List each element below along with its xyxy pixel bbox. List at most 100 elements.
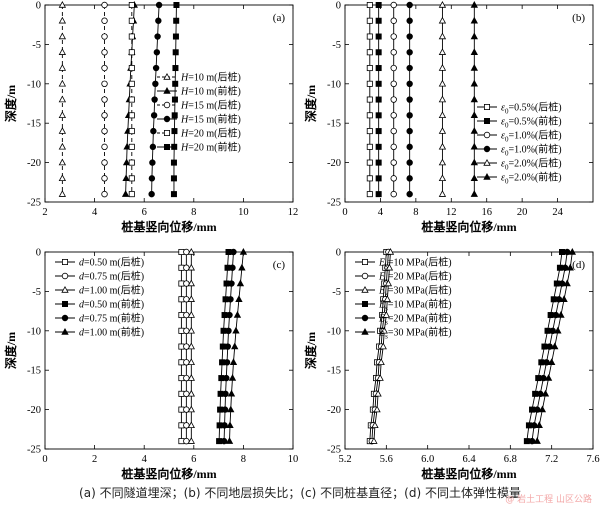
- data-point: [373, 405, 381, 413]
- series-4: [528, 248, 571, 445]
- data-point: [529, 406, 536, 413]
- data-point: [470, 127, 478, 134]
- legend-marker: [163, 86, 171, 94]
- data-point: [390, 159, 397, 166]
- plot-frame: [344, 4, 594, 203]
- legend-label: Es=30 MPa(前桩): [378, 326, 452, 341]
- legend-label: d=0.50 m(前桩): [79, 298, 144, 311]
- legend-label: Es=20 MPa(后桩): [378, 270, 452, 285]
- data-point: [187, 279, 195, 287]
- legend-label: H=15 m(前桩): [180, 113, 241, 126]
- data-point: [438, 127, 447, 134]
- x-tick-label: 20: [517, 207, 528, 218]
- data-point: [390, 190, 397, 198]
- legend-label: H=20 m(后桩): [180, 127, 241, 140]
- y-tick-label: -25: [327, 198, 341, 209]
- legend: Es=10 MPa(后桩)Es=20 MPa(后桩)Es=30 MPa(后桩)E…: [355, 256, 452, 341]
- data-point: [366, 80, 373, 87]
- legend-marker: [163, 101, 171, 109]
- data-point: [390, 127, 397, 135]
- data-point: [227, 389, 236, 397]
- data-point: [153, 49, 161, 56]
- legend-label: d=0.75 m(后桩): [79, 270, 144, 283]
- legend-marker: [361, 285, 369, 293]
- legend-marker: [61, 272, 69, 280]
- data-point: [390, 143, 397, 151]
- x-tick-label: 10: [288, 454, 299, 465]
- data-point: [366, 65, 373, 72]
- data-point: [561, 264, 569, 271]
- data-point: [58, 32, 67, 40]
- legend: H=10 m(后桩)H=10 m(前桩)H=15 m(后桩)H=15 m(前桩)…: [157, 71, 241, 154]
- data-point: [224, 343, 231, 350]
- data-point: [543, 359, 550, 366]
- data-point: [366, 191, 373, 198]
- data-point: [438, 48, 447, 55]
- figure-caption: (a) 不同隧道埋深；(b) 不同地层损失比；(c) 不同桩基直径；(d) 不同…: [79, 486, 521, 500]
- data-point: [151, 96, 158, 103]
- series-5: [170, 2, 180, 198]
- data-point: [390, 112, 397, 119]
- series-1: [183, 248, 190, 445]
- y-tick-label: -15: [27, 366, 41, 377]
- legend-marker: [62, 300, 69, 307]
- data-point: [171, 128, 178, 135]
- data-point: [551, 342, 559, 350]
- data-point: [187, 405, 195, 413]
- data-point: [226, 421, 234, 429]
- data-point: [535, 421, 543, 429]
- data-point: [172, 65, 179, 72]
- panel-label: (c): [273, 259, 286, 271]
- data-point: [563, 248, 571, 256]
- data-point: [563, 279, 571, 287]
- x-axis-label: 桩基竖向位移/mm: [121, 219, 216, 234]
- x-tick-label: 8: [191, 207, 196, 218]
- data-point: [366, 175, 373, 182]
- data-point: [550, 296, 557, 303]
- data-point: [172, 80, 179, 87]
- data-point: [187, 358, 195, 366]
- data-point: [228, 374, 237, 381]
- legend-marker: [163, 72, 171, 80]
- data-point: [152, 64, 160, 72]
- data-point: [173, 2, 180, 8]
- data-point: [121, 190, 130, 197]
- data-point: [406, 80, 413, 87]
- data-point: [187, 374, 195, 381]
- legend-marker: [483, 104, 490, 111]
- data-point: [187, 421, 195, 429]
- y-tick-label: -15: [327, 366, 341, 377]
- data-point: [384, 279, 393, 287]
- data-point: [366, 143, 373, 150]
- data-point: [172, 49, 179, 56]
- data-point: [559, 248, 566, 255]
- data-point: [154, 33, 161, 40]
- data-point: [152, 80, 159, 87]
- data-point: [128, 128, 135, 135]
- series-3: [406, 1, 413, 198]
- y-tick-label: -10: [27, 79, 41, 90]
- data-point: [222, 390, 229, 398]
- legend: ε0=0.5%(后桩)ε0=0.5%(前桩)ε0=1.0%(后桩)ε0=1.0%…: [477, 101, 562, 186]
- data-point: [386, 247, 395, 255]
- data-point: [101, 64, 108, 72]
- data-point: [380, 326, 388, 334]
- data-point: [58, 95, 67, 103]
- y-tick-label: -20: [327, 158, 341, 169]
- y-tick-label: 0: [36, 248, 41, 259]
- data-point: [128, 112, 135, 119]
- series-2: [101, 1, 108, 198]
- data-point: [374, 389, 382, 397]
- data-point: [101, 143, 108, 151]
- data-point: [366, 112, 373, 119]
- data-point: [406, 190, 413, 198]
- x-tick-label: 8: [413, 207, 418, 218]
- data-point: [148, 190, 155, 198]
- data-point: [375, 80, 382, 87]
- legend-marker: [163, 115, 171, 123]
- y-tick-label: -25: [327, 445, 341, 456]
- y-tick-label: -20: [27, 405, 41, 416]
- legend-marker: [163, 143, 170, 150]
- data-point: [128, 96, 135, 103]
- data-point: [470, 158, 478, 166]
